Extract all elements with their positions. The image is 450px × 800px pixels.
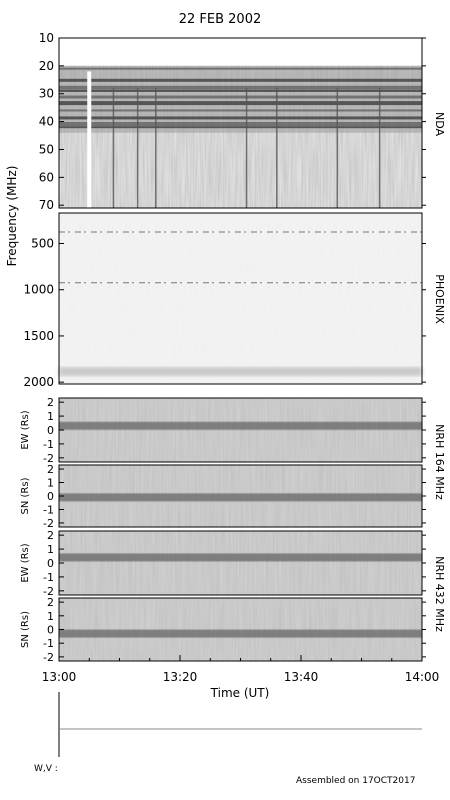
- x-tick-label: 13:20: [163, 670, 198, 684]
- nda-band: [59, 67, 422, 70]
- nrh-noise: [59, 398, 422, 462]
- frequency-axis-label: Frequency (MHz): [5, 166, 19, 267]
- panel-nda: 10 20 30 40 50 60 70: [39, 31, 426, 212]
- y-tick-label: 60: [39, 170, 54, 184]
- y-tick-label: 0: [47, 557, 54, 570]
- nrh-source-band: [59, 629, 422, 638]
- y-tick-label: -1: [43, 571, 54, 584]
- y-tick-label: -2: [43, 452, 54, 465]
- panel-nrh432_ew: 210-1-2 EW (Rs): [20, 529, 426, 598]
- y-tick-label: 1: [47, 477, 54, 490]
- nda-band: [59, 109, 422, 112]
- nda-band: [59, 116, 422, 120]
- y-tick-label: 0: [47, 624, 54, 637]
- y-tick-label: -1: [43, 637, 54, 650]
- y-tick-label: -2: [43, 517, 54, 530]
- y-tick-label: 500: [31, 237, 54, 251]
- y-tick-label: 2: [47, 396, 54, 409]
- y-tick-label: 1: [47, 410, 54, 423]
- y-tick-label: 0: [47, 424, 54, 437]
- y-tick-label: 2: [47, 463, 54, 476]
- y-tick-label: 2: [47, 596, 54, 609]
- phoenix-noise: [59, 213, 422, 384]
- nda-band: [59, 101, 422, 106]
- panel-nrh164_sn: 210-1-2 SN (Rs): [20, 463, 426, 530]
- footer-label: W,V :: [34, 764, 58, 774]
- nda-band: [59, 126, 422, 129]
- panel-frame: [58, 212, 423, 385]
- y-tick-label: 10: [39, 31, 54, 45]
- y-tick-label: 30: [39, 87, 54, 101]
- nda-band: [59, 85, 422, 90]
- panel-nrh432_sn: 210-1-2 SN (Rs): [20, 596, 426, 664]
- nrh-source-band: [59, 421, 422, 430]
- y-tick-label: 0: [47, 490, 54, 503]
- y-tick-label: 1: [47, 610, 54, 623]
- panel-nrh164_ew: 210-1-2 EW (Rs): [20, 396, 426, 465]
- nrh-noise: [59, 531, 422, 595]
- y-tick-label: 50: [39, 142, 54, 156]
- chart-title: 22 FEB 2002: [179, 12, 262, 27]
- y-tick-label: 2: [47, 529, 54, 542]
- panel-ylabel: EW (Rs): [20, 410, 31, 449]
- x-tick-label: 13:00: [42, 670, 77, 684]
- y-tick-label: 70: [39, 198, 54, 212]
- nda-noise: [59, 65, 422, 208]
- y-tick-label: 40: [39, 115, 54, 129]
- y-tick-label: -2: [43, 651, 54, 664]
- y-tick-label: 1500: [23, 329, 54, 343]
- panel-frame: [58, 37, 423, 209]
- panel-ylabel: EW (Rs): [20, 543, 31, 582]
- y-tick-label: -1: [43, 438, 54, 451]
- footer-note: Assembled on 17OCT2017: [296, 776, 415, 786]
- panel-ylabel: SN (Rs): [20, 611, 31, 648]
- right-label-nrh-432: NRH 432 MHz: [433, 556, 446, 632]
- y-tick-label: -1: [43, 503, 54, 516]
- nda-band: [59, 95, 422, 99]
- y-tick-label: -2: [43, 585, 54, 598]
- right-label-phoenix: PHOENIX: [433, 274, 446, 324]
- nda-data-gap: [87, 71, 92, 208]
- y-tick-label: 2000: [23, 375, 54, 389]
- phoenix-band-feature: [59, 367, 422, 376]
- nda-band: [59, 122, 422, 126]
- nda-band: [59, 78, 422, 82]
- nrh-source-band: [59, 493, 422, 502]
- y-tick-label: 1: [47, 543, 54, 556]
- panel-ylabel: SN (Rs): [20, 477, 31, 514]
- y-tick-label: 1000: [23, 283, 54, 297]
- nda-band: [59, 89, 422, 92]
- right-label-nrh-164: NRH 164 MHz: [433, 424, 446, 500]
- nrh-noise: [59, 598, 422, 661]
- panel-phoenix: 500 1000 1500 2000: [23, 212, 426, 389]
- x-tick-label: 13:40: [284, 670, 319, 684]
- nrh-source-band: [59, 553, 422, 562]
- x-axis-label: Time (UT): [210, 686, 270, 700]
- nda-low-band: [59, 38, 422, 66]
- x-tick-label: 14:00: [405, 670, 440, 684]
- right-label-nda: NDA: [433, 112, 446, 137]
- y-tick-label: 20: [39, 59, 54, 73]
